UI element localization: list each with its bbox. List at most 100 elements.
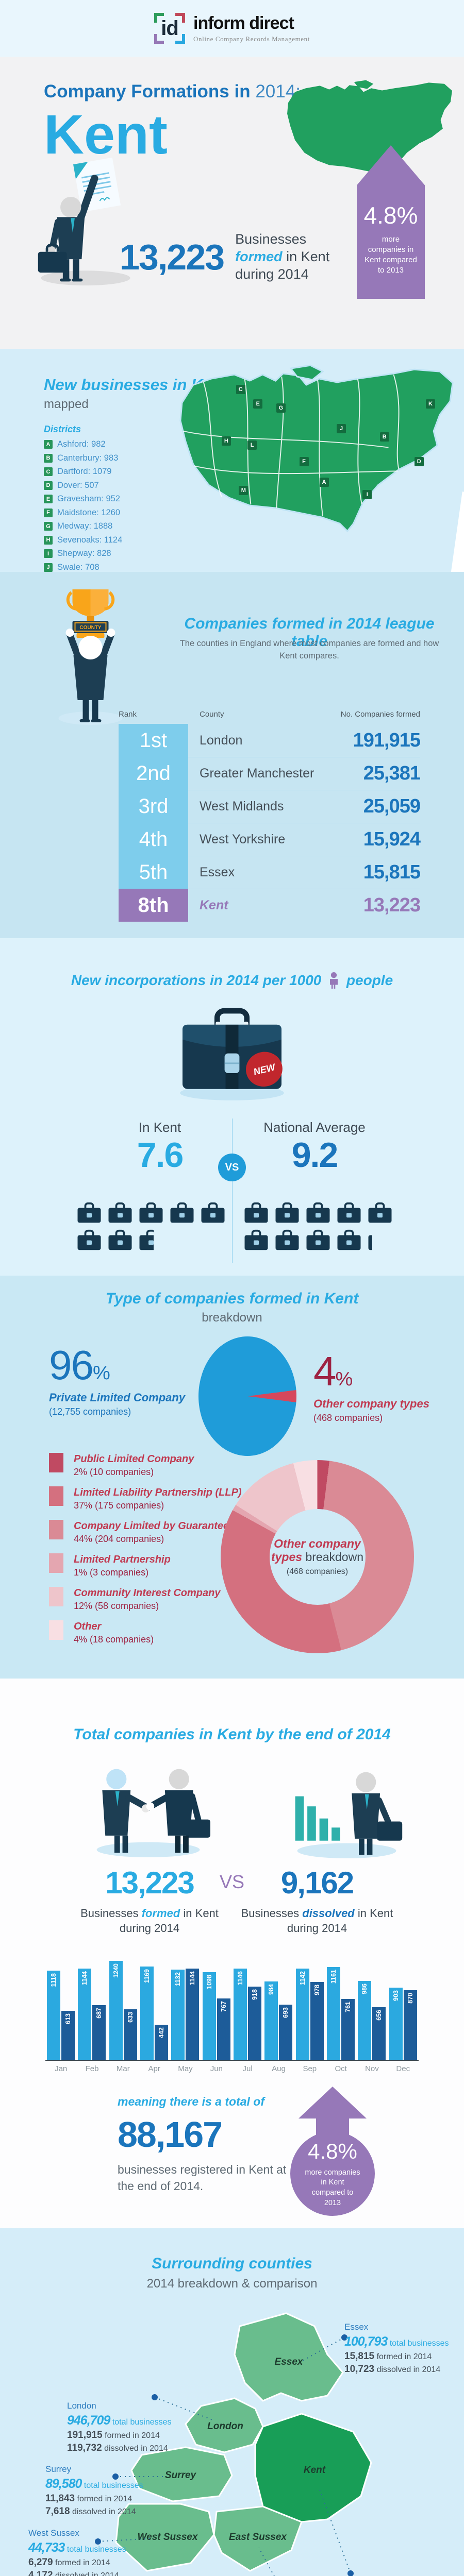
map-district-letter: C bbox=[236, 385, 245, 394]
month-group: 984 693 bbox=[263, 1981, 294, 2060]
briefcase-icon bbox=[274, 1229, 300, 1251]
month-group: 1098 767 bbox=[201, 1972, 232, 2060]
legend-detail: 4% (18 companies) bbox=[74, 1634, 154, 1645]
month-label: Mar bbox=[116, 2064, 130, 2073]
formed-number: 11,843 bbox=[45, 2493, 75, 2504]
month-label: Jun bbox=[210, 2064, 223, 2073]
map-district-letter: B bbox=[379, 432, 389, 442]
map-district-letter: L bbox=[247, 440, 257, 450]
bar-value: 761 bbox=[344, 2002, 352, 2012]
month-label: Nov bbox=[365, 2064, 379, 2073]
district-letter-badge: D bbox=[44, 481, 53, 490]
bar-formed: 903 bbox=[389, 1988, 403, 2060]
bar-formed: 1169 bbox=[140, 1967, 154, 2060]
title-part: people bbox=[346, 972, 393, 988]
rank-cell: 4th bbox=[119, 823, 188, 856]
county-cell: Essex bbox=[188, 856, 363, 889]
district-letter-badge: I bbox=[44, 549, 53, 558]
section-subtitle: 2014 breakdown & comparison bbox=[146, 2277, 318, 2291]
month-label: Aug bbox=[272, 2064, 286, 2073]
month-label: Oct bbox=[335, 2064, 347, 2073]
donut-center-line2: types breakdown bbox=[271, 1550, 363, 1564]
legend-item: Public Limited Company 2% (10 companies) bbox=[49, 1453, 242, 1478]
callout-county-name: London bbox=[67, 2401, 96, 2411]
donut-center-line1: Other company bbox=[274, 1536, 361, 1550]
rank-cell: 3rd bbox=[119, 790, 188, 823]
total-number: 89,580 bbox=[45, 2477, 82, 2491]
bar-formed: 1161 bbox=[327, 1967, 341, 2060]
formed-number: 13,223 bbox=[105, 1866, 195, 1900]
bar-value: 986 bbox=[361, 1984, 369, 1994]
county-cell: West Yorkshire bbox=[188, 823, 363, 856]
briefcase-icon bbox=[305, 1229, 331, 1251]
total-number: 946,709 bbox=[67, 2413, 110, 2428]
bar-value: 1144 bbox=[81, 1971, 89, 1986]
legend-item: Limited Partnership 1% (3 companies) bbox=[49, 1553, 242, 1578]
legend-swatch bbox=[49, 1553, 63, 1573]
district-letter-badge: A bbox=[44, 440, 53, 449]
growth-percent: 4.8% bbox=[363, 201, 418, 229]
month-label: Dec bbox=[396, 2064, 410, 2073]
title-lead: Company Formations in bbox=[44, 81, 251, 101]
districts-label: Districts bbox=[44, 424, 81, 434]
value-cell: 25,059 bbox=[363, 790, 421, 823]
region-west-sussex bbox=[115, 2503, 215, 2572]
national-value: 9.2 bbox=[291, 1136, 339, 1175]
month-group: 1132 1144 bbox=[170, 1969, 201, 2060]
title-part: New incorporations in 2014 per 1000 bbox=[71, 972, 322, 988]
id-logo-mark-icon: id bbox=[154, 13, 186, 44]
map-district-letter: I bbox=[362, 490, 372, 499]
month-label: May bbox=[178, 2064, 193, 2073]
bar-dissolved: 1144 bbox=[186, 1969, 200, 2060]
other-types-stat: 4% Other company types (468 companies) bbox=[313, 1348, 442, 1423]
map-district-letter: F bbox=[299, 457, 309, 466]
map-district-letter: K bbox=[426, 399, 436, 409]
legend-detail: 37% (175 companies) bbox=[74, 1500, 164, 1511]
briefcase-icon bbox=[107, 1202, 133, 1224]
districts-section: New businesses in Kent mapped Districts … bbox=[0, 349, 464, 572]
dissolved-number: 7,618 bbox=[45, 2506, 70, 2517]
kent-outline bbox=[287, 82, 452, 181]
private-count: (12,755 companies) bbox=[49, 1406, 131, 1417]
section-subtitle: breakdown bbox=[202, 1311, 262, 1325]
value-cell: 191,915 bbox=[353, 729, 421, 751]
bar-value: 1144 bbox=[189, 1971, 196, 1986]
county-callout: West Sussex 44,733 total businesses 6,279 … bbox=[28, 2528, 139, 2576]
bar-value: 656 bbox=[375, 2010, 383, 2021]
legend-item: Other 4% (18 companies) bbox=[49, 1620, 242, 1645]
growth-circle: 4.8% more companies in Kent compared to … bbox=[290, 2131, 375, 2216]
logo-text: inform direct Online Company Records Man… bbox=[193, 13, 310, 43]
month-group: 1118 613 bbox=[45, 1971, 76, 2060]
trophy-man-illustration: COUNTY bbox=[45, 578, 136, 730]
callout-formed: 6,279 formed in 2014 bbox=[28, 2557, 110, 2568]
district-name-value: Swale: 708 bbox=[57, 562, 100, 572]
caption-part: Businesses bbox=[235, 231, 307, 247]
league-row: 4th West Yorkshire 15,924 bbox=[119, 823, 421, 856]
kent-label: In Kent bbox=[138, 1120, 181, 1135]
map-district-letter: M bbox=[239, 486, 248, 495]
district-name-value: Canterbury: 983 bbox=[57, 453, 119, 463]
league-row: 3rd West Midlands 25,059 bbox=[119, 790, 421, 823]
districts-list: A Ashford: 982 B Canterbury: 983 C Dartford: … bbox=[44, 439, 159, 572]
briefcase-new-illustration: NEW bbox=[170, 996, 294, 1104]
league-row: 8th Kent 13,223 bbox=[119, 889, 421, 922]
briefcase-icon bbox=[243, 1229, 269, 1251]
callout-dissolved: 7,618 dissolved in 2014 bbox=[45, 2506, 136, 2517]
county-cell: Greater Manchester bbox=[188, 757, 363, 790]
briefcase-icon bbox=[76, 1229, 102, 1251]
region-essex bbox=[234, 2312, 344, 2402]
growth-arrow-badge: 4.8% more companies in Kent compared to … bbox=[290, 2087, 375, 2216]
briefcase-icon bbox=[305, 1202, 331, 1224]
county-callout: London 946,709 total businesses 191,915 fo… bbox=[67, 2401, 178, 2454]
bar-value: 1161 bbox=[330, 1970, 338, 1984]
district-name-value: Shepway: 828 bbox=[57, 549, 111, 558]
bar-value: 1142 bbox=[299, 1971, 306, 1986]
callout-formed: 11,843 formed in 2014 bbox=[45, 2493, 132, 2504]
month-group: 903 870 bbox=[388, 1988, 419, 2060]
bar-formed: 1146 bbox=[234, 1969, 247, 2060]
district-item: D Dover: 507 bbox=[44, 481, 159, 490]
callout-formed: 191,915 formed in 2014 bbox=[67, 2430, 160, 2441]
map-district-letter: D bbox=[414, 457, 424, 466]
briefcase-icon bbox=[367, 1202, 393, 1224]
other-types-donut-chart: Other company types breakdown (468 compa… bbox=[221, 1460, 414, 1653]
